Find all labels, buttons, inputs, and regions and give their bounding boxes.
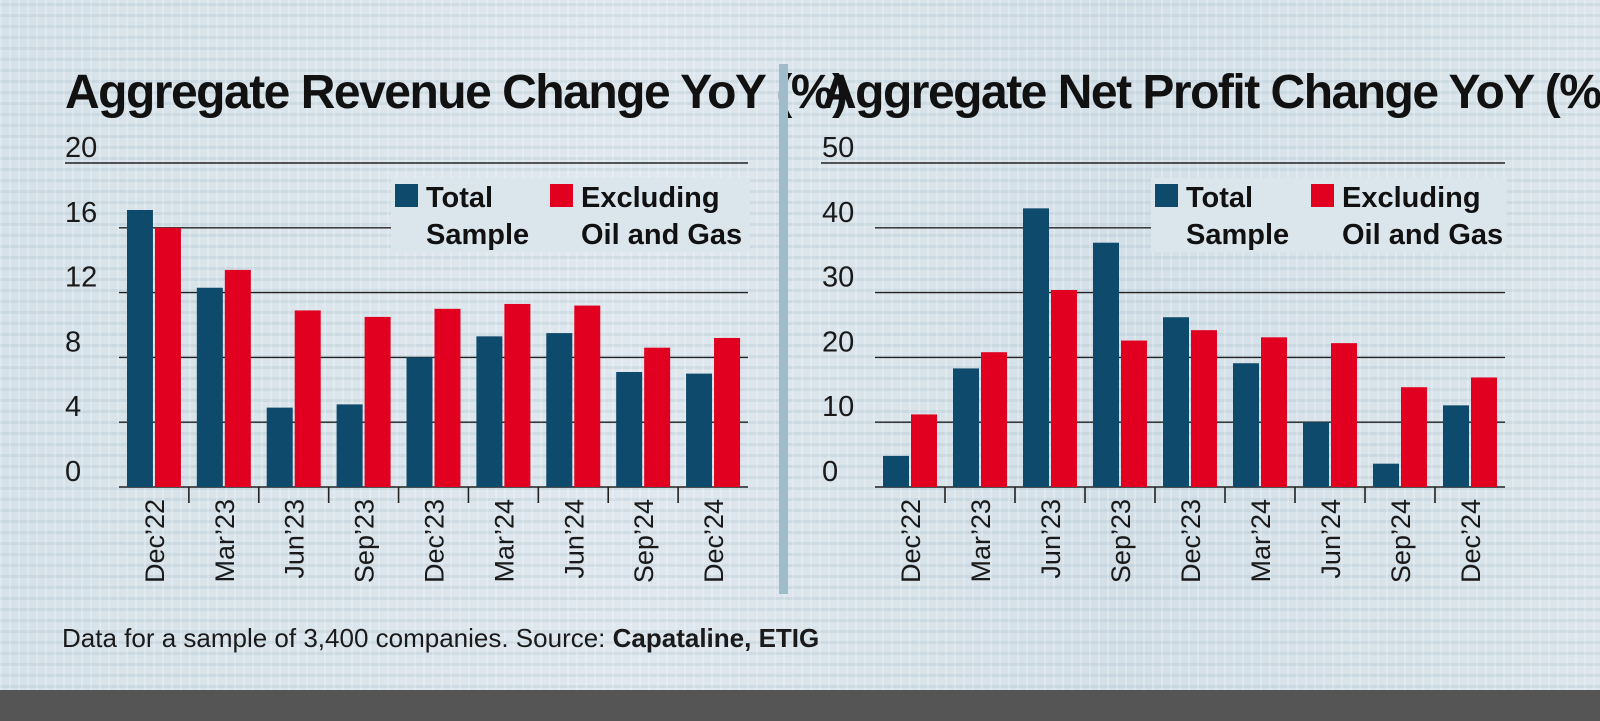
profit-x-tick-label: Jun’23	[1036, 499, 1066, 579]
profit-legend-swatch-total	[1155, 184, 1178, 207]
bottom-band	[0, 690, 1600, 721]
revenue-y-tick-label: 4	[65, 391, 81, 423]
revenue-y-tick-label: 0	[65, 456, 81, 488]
profit-y-tick-label: 40	[822, 197, 854, 229]
revenue-bar-total-sample	[476, 336, 503, 487]
revenue-legend-excl-line1: Excluding	[581, 182, 720, 214]
profit-x-tick-label: Mar’23	[966, 499, 996, 583]
revenue-bar-excluding-oil-gas	[574, 305, 601, 487]
profit-bar-total-sample	[1163, 317, 1189, 487]
profit-legend-total-line1: Total	[1186, 182, 1253, 214]
revenue-x-tick-label: Sep’23	[350, 499, 380, 583]
revenue-bar-total-sample	[546, 333, 573, 487]
profit-bar-excluding-oil-gas	[911, 414, 937, 487]
source-note: Data for a sample of 3,400 companies. So…	[62, 623, 819, 654]
profit-y-tick-label: 10	[822, 391, 854, 423]
revenue-y-tick-label: 12	[65, 262, 97, 294]
revenue-bar-excluding-oil-gas	[434, 308, 461, 487]
revenue-legend-total-line2: Sample	[426, 219, 529, 251]
revenue-x-tick-label: Dec’22	[140, 499, 170, 583]
profit-bar-total-sample	[1233, 363, 1259, 487]
profit-x-tick-label: Dec’24	[1456, 499, 1486, 583]
revenue-x-tick-label: Dec’23	[420, 499, 450, 583]
profit-bar-excluding-oil-gas	[1051, 290, 1077, 487]
profit-y-tick-label: 30	[822, 262, 854, 294]
revenue-bar-excluding-oil-gas	[504, 303, 531, 487]
revenue-legend-excl-line2: Oil and Gas	[581, 219, 742, 251]
revenue-x-tick-label: Mar’23	[210, 499, 240, 583]
profit-y-tick-label: 50	[822, 132, 854, 164]
profit-bar-total-sample	[883, 455, 909, 487]
profit-legend: Total Sample Excluding Oil and Gas	[1151, 178, 1507, 252]
profit-bar-total-sample	[953, 368, 979, 487]
revenue-y-tick-label: 20	[65, 132, 97, 164]
profit-bar-excluding-oil-gas	[981, 352, 1007, 487]
revenue-bar-total-sample	[126, 209, 153, 488]
profit-legend-excl-line1: Excluding	[1342, 182, 1481, 214]
profit-x-tick-label: Sep’23	[1106, 499, 1136, 583]
revenue-bar-total-sample	[686, 373, 713, 487]
profit-x-tick-label: Jun’24	[1316, 499, 1346, 579]
profit-x-tick-label: Mar’24	[1246, 499, 1276, 583]
revenue-x-tick-label: Jun’24	[559, 499, 589, 579]
profit-bar-excluding-oil-gas	[1121, 340, 1147, 487]
revenue-bar-excluding-oil-gas	[154, 227, 181, 488]
profit-bar-total-sample	[1443, 405, 1469, 487]
revenue-legend: Total Sample Excluding Oil and Gas	[391, 178, 750, 252]
profit-bar-total-sample	[1023, 208, 1049, 488]
revenue-bar-total-sample	[266, 407, 293, 487]
revenue-y-tick-label: 8	[65, 326, 81, 358]
revenue-bar-total-sample	[406, 357, 433, 487]
revenue-bar-excluding-oil-gas	[294, 310, 321, 487]
revenue-bar-total-sample	[336, 404, 363, 487]
revenue-bar-excluding-oil-gas	[644, 347, 671, 487]
profit-bar-total-sample	[1093, 242, 1119, 487]
revenue-legend-total-line1: Total	[426, 182, 493, 214]
revenue-bar-excluding-oil-gas	[714, 337, 741, 487]
revenue-x-tick-label: Jun’23	[280, 499, 310, 579]
profit-x-tick-label: Dec’23	[1176, 499, 1206, 583]
profit-bar-excluding-oil-gas	[1191, 330, 1217, 487]
revenue-bar-excluding-oil-gas	[224, 269, 251, 487]
profit-y-tick-label: 0	[822, 456, 838, 488]
profit-chart: Aggregate Net Profit Change YoY (%) 10 20 3…	[821, 66, 1600, 583]
revenue-bar-total-sample	[196, 287, 223, 487]
profit-x-tick-label: Sep’24	[1386, 499, 1416, 583]
panel-separator	[779, 64, 788, 594]
revenue-y-tick-label: 16	[65, 197, 97, 229]
profit-bar-excluding-oil-gas	[1261, 337, 1287, 487]
profit-legend-excl-line2: Oil and Gas	[1342, 219, 1503, 251]
revenue-legend-swatch-total	[395, 184, 418, 207]
revenue-x-tick-label: Dec’24	[699, 499, 729, 583]
profit-bar-excluding-oil-gas	[1331, 343, 1357, 487]
source-name: Capataline, ETIG	[612, 623, 820, 653]
revenue-chart: Aggregate Revenue Change YoY (%) 0 4 8 12 16 2…	[65, 66, 848, 583]
source-text: Data for a sample of 3,400 companies. So…	[62, 623, 613, 653]
revenue-bar-total-sample	[616, 371, 643, 487]
profit-bar-total-sample	[1303, 422, 1329, 487]
profit-x-tick-label: Dec’22	[896, 499, 926, 583]
revenue-bar-excluding-oil-gas	[364, 316, 391, 487]
revenue-chart-title: Aggregate Revenue Change YoY (%)	[65, 66, 847, 119]
profit-legend-total-line2: Sample	[1186, 219, 1289, 251]
profit-chart-title: Aggregate Net Profit Change YoY (%)	[822, 66, 1600, 119]
profit-y-tick-label: 20	[822, 326, 854, 358]
revenue-legend-swatch-excl	[550, 184, 573, 207]
profit-bar-excluding-oil-gas	[1401, 387, 1427, 487]
profit-bar-excluding-oil-gas	[1471, 377, 1497, 487]
revenue-x-tick-label: Sep’24	[629, 499, 659, 583]
revenue-x-tick-label: Mar’24	[489, 499, 519, 583]
profit-bar-total-sample	[1373, 463, 1399, 487]
profit-legend-swatch-excl	[1311, 184, 1334, 207]
